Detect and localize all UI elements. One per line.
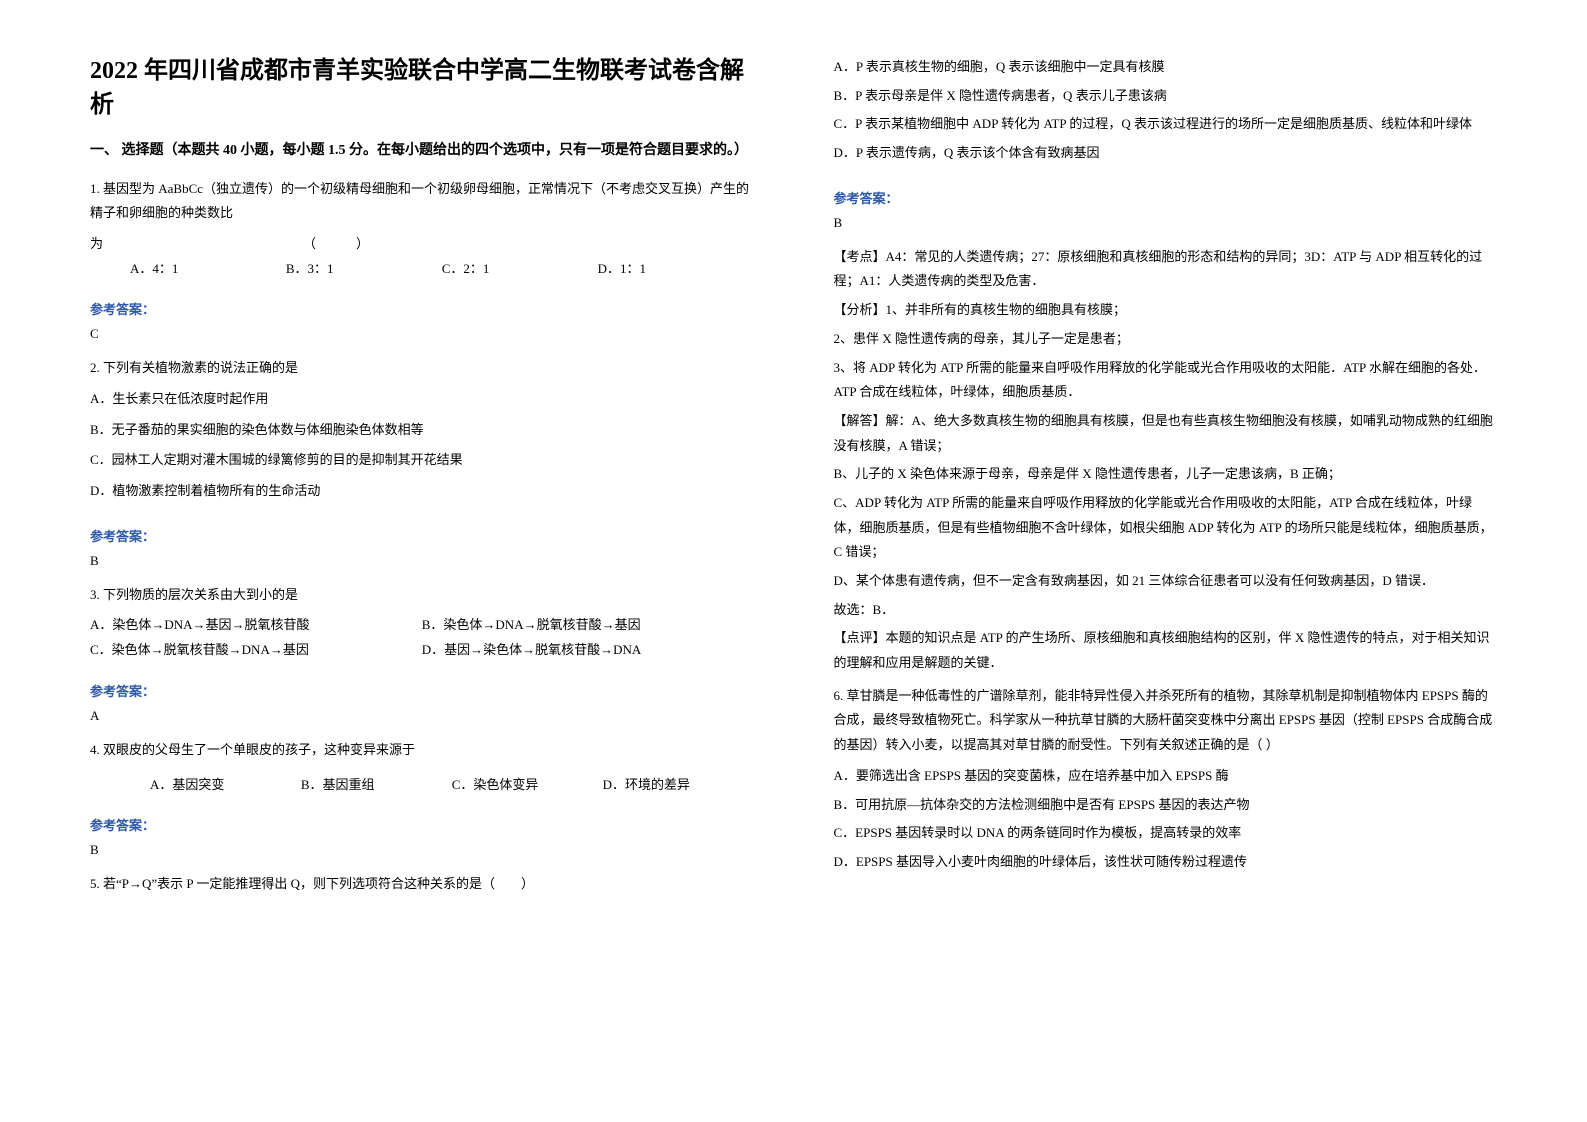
q5-answer: B — [834, 215, 1498, 231]
q5-e3: 2、患伴 X 隐性遗传病的母亲，其儿子一定是患者； — [834, 327, 1498, 352]
q1-optB: B．3：1 — [286, 257, 442, 282]
q2-stem: 2. 下列有关植物激素的说法正确的是 — [90, 356, 754, 381]
q5-optC: C．P 表示某植物细胞中 ADP 转化为 ATP 的过程，Q 表示该过程进行的场… — [834, 112, 1498, 137]
q5-optB: B．P 表示母亲是伴 X 隐性遗传病患者，Q 表示儿子患该病 — [834, 84, 1498, 109]
q1-optC: C．2：1 — [442, 257, 598, 282]
q5-e9: 故选：B． — [834, 598, 1498, 623]
q2-answer-label: 参考答案： — [90, 526, 754, 545]
exam-title: 2022 年四川省成都市青羊实验联合中学高二生物联考试卷含解析 — [90, 55, 754, 122]
q6-optA: A．要筛选出含 EPSPS 基因的突变菌株，应在培养基中加入 EPSPS 酶 — [834, 764, 1498, 789]
q3-row2: C．染色体→脱氧核苷酸→DNA→基因 D．基因→染色体→脱氧核苷酸→DNA — [90, 638, 754, 663]
q3-optB: B．染色体→DNA→脱氧核苷酸→基因 — [422, 613, 754, 638]
q1-stem: 1. 基因型为 AaBbCc（独立遗传）的一个初级精母细胞和一个初级卵母细胞，正… — [90, 177, 754, 226]
q5-optA: A．P 表示真核生物的细胞，Q 表示该细胞中一定具有核膜 — [834, 55, 1498, 80]
q4-answer-label: 参考答案： — [90, 815, 754, 834]
q4-optB: B．基因重组 — [301, 773, 452, 798]
q5-answer-label: 参考答案： — [834, 188, 1498, 207]
q5-e1: 【考点】A4：常见的人类遗传病；27：原核细胞和真核细胞的形态和结构的异同；3D… — [834, 245, 1498, 294]
right-column: A．P 表示真核生物的细胞，Q 表示该细胞中一定具有核膜 B．P 表示母亲是伴 … — [794, 55, 1538, 1067]
q5-stem: 5. 若“P→Q”表示 P 一定能推理得出 Q，则下列选项符合这种关系的是（ ） — [90, 872, 754, 897]
left-column: 2022 年四川省成都市青羊实验联合中学高二生物联考试卷含解析 一、 选择题（本… — [50, 55, 794, 1067]
q2-optD: D．植物激素控制着植物所有的生命活动 — [90, 479, 754, 504]
q2-optC: C．园林工人定期对灌木围城的绿篱修剪的目的是抑制其开花结果 — [90, 448, 754, 473]
question-6: 6. 草甘膦是一种低毒性的广谱除草剂，能非特异性侵入并杀死所有的植物，其除草机制… — [834, 684, 1498, 879]
q2-optB: B．无子番茄的果实细胞的染色体数与体细胞染色体数相等 — [90, 418, 754, 443]
q5-e5: 【解答】解：A、绝大多数真核生物的细胞具有核膜，但是也有些真核生物细胞没有核膜，… — [834, 409, 1498, 458]
q3-row1: A．染色体→DNA→基因→脱氧核苷酸 B．染色体→DNA→脱氧核苷酸→基因 — [90, 613, 754, 638]
q4-optA: A．基因突变 — [150, 773, 301, 798]
question-1: 1. 基因型为 AaBbCc（独立遗传）的一个初级精母细胞和一个初级卵母细胞，正… — [90, 177, 754, 282]
q4-optD: D．环境的差异 — [603, 773, 754, 798]
q2-answer: B — [90, 553, 754, 569]
q6-stem: 6. 草甘膦是一种低毒性的广谱除草剂，能非特异性侵入并杀死所有的植物，其除草机制… — [834, 684, 1498, 758]
q3-answer: A — [90, 708, 754, 724]
q3-optD: D．基因→染色体→脱氧核苷酸→DNA — [422, 638, 754, 663]
q3-stem: 3. 下列物质的层次关系由大到小的是 — [90, 583, 754, 608]
q4-answer: B — [90, 842, 754, 858]
question-5-stem: 5. 若“P→Q”表示 P 一定能推理得出 Q，则下列选项符合这种关系的是（ ） — [90, 872, 754, 903]
q5-e7: C、ADP 转化为 ATP 所需的能量来自呼吸作用释放的化学能或光合作用吸收的太… — [834, 491, 1498, 565]
q6-optD: D．EPSPS 基因导入小麦叶肉细胞的叶绿体后，该性状可随传粉过程遗传 — [834, 850, 1498, 875]
q4-stem: 4. 双眼皮的父母生了一个单眼皮的孩子，这种变异来源于 — [90, 738, 754, 763]
q4-optC: C．染色体变异 — [452, 773, 603, 798]
q2-optA: A．生长素只在低浓度时起作用 — [90, 387, 754, 412]
q5-optD: D．P 表示遗传病，Q 表示该个体含有致病基因 — [834, 141, 1498, 166]
question-3: 3. 下列物质的层次关系由大到小的是 A．染色体→DNA→基因→脱氧核苷酸 B．… — [90, 583, 754, 663]
q6-optC: C．EPSPS 基因转录时以 DNA 的两条链同时作为模板，提高转录的效率 — [834, 821, 1498, 846]
q1-options: A．4：1 B．3：1 C．2：1 D．1：1 — [90, 257, 754, 282]
question-4: 4. 双眼皮的父母生了一个单眼皮的孩子，这种变异来源于 A．基因突变 B．基因重… — [90, 738, 754, 797]
section-header: 一、 选择题（本题共 40 小题，每小题 1.5 分。在每小题给出的四个选项中，… — [90, 140, 754, 162]
q1-answer: C — [90, 326, 754, 342]
q5-e10: 【点评】本题的知识点是 ATP 的产生场所、原核细胞和真核细胞结构的区别，伴 X… — [834, 626, 1498, 675]
q6-optB: B．可用抗原—抗体杂交的方法检测细胞中是否有 EPSPS 基因的表达产物 — [834, 793, 1498, 818]
question-5-opts: A．P 表示真核生物的细胞，Q 表示该细胞中一定具有核膜 B．P 表示母亲是伴 … — [834, 55, 1498, 170]
q5-e8: D、某个体患有遗传病，但不一定含有致病基因，如 21 三体综合征患者可以没有任何… — [834, 569, 1498, 594]
q1-stem2: 为 — [90, 232, 103, 257]
q1-optD: D．1：1 — [598, 257, 754, 282]
q5-e4: 3、将 ADP 转化为 ATP 所需的能量来自呼吸作用释放的化学能或光合作用吸收… — [834, 356, 1498, 405]
q1-bracket: （） — [103, 232, 409, 257]
q4-options: A．基因突变 B．基因重组 C．染色体变异 D．环境的差异 — [90, 773, 754, 798]
q1-answer-label: 参考答案： — [90, 299, 754, 318]
q1-optA: A．4：1 — [130, 257, 286, 282]
q5-e6: B、儿子的 X 染色体来源于母亲，母亲是伴 X 隐性遗传患者，儿子一定患该病，B… — [834, 462, 1498, 487]
q3-answer-label: 参考答案： — [90, 681, 754, 700]
q3-optC: C．染色体→脱氧核苷酸→DNA→基因 — [90, 638, 422, 663]
q3-optA: A．染色体→DNA→基因→脱氧核苷酸 — [90, 613, 422, 638]
q5-e2: 【分析】1、并非所有的真核生物的细胞具有核膜； — [834, 298, 1498, 323]
question-2: 2. 下列有关植物激素的说法正确的是 A．生长素只在低浓度时起作用 B．无子番茄… — [90, 356, 754, 507]
